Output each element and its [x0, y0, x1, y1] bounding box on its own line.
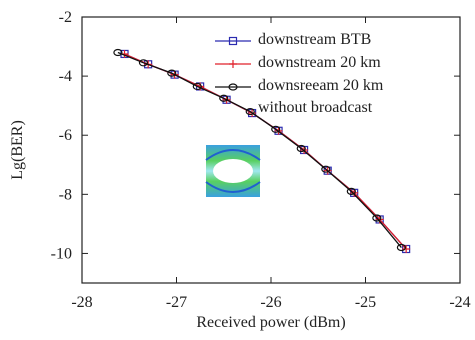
- y-tick-label: -2: [59, 9, 72, 26]
- x-tick-label: -26: [260, 294, 281, 311]
- y-tick-label: -4: [59, 68, 72, 85]
- x-tick-label: -28: [71, 294, 92, 311]
- x-tick-label: -25: [355, 294, 376, 311]
- legend-label: downsreeam 20 km without broadcast: [258, 75, 436, 119]
- chart-root: Received power (dBm) Lg(BER) -28 -27 -26 -2…: [0, 0, 475, 340]
- y-tick-label: -8: [59, 186, 72, 203]
- legend-marker: [229, 60, 237, 68]
- chart: Received power (dBm) Lg(BER) -28 -27 -26 -2…: [0, 0, 475, 340]
- x-axis-label: Received power (dBm): [196, 314, 345, 331]
- y-tick-label: -10: [51, 245, 72, 262]
- y-tick-label: -6: [59, 127, 72, 144]
- legend-label: downstream BTB: [258, 29, 436, 51]
- eye-diagram-inset: [206, 145, 260, 197]
- x-tick-label: -24: [449, 294, 470, 311]
- y-axis-label: Lg(BER): [9, 120, 26, 180]
- legend-label: downstream 20 km: [258, 52, 436, 74]
- x-tick-label: -27: [166, 294, 187, 311]
